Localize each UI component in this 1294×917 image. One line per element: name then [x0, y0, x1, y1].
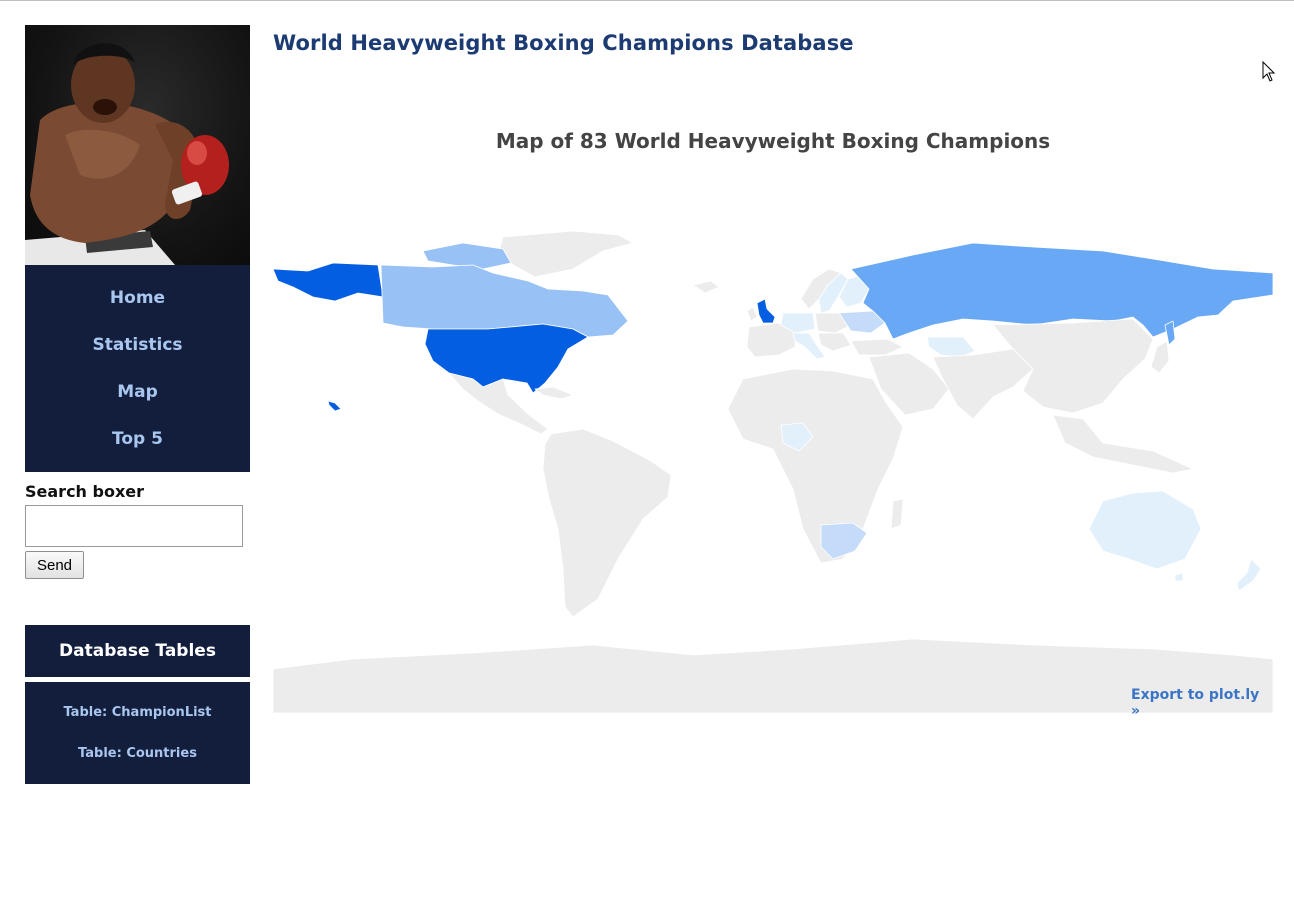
region-canada	[380, 264, 629, 338]
table-championlist-link[interactable]: Table: ChampionList	[63, 705, 212, 720]
region-canada-islands	[422, 242, 512, 270]
region-iceland	[692, 280, 720, 294]
region-madagascar	[890, 498, 904, 530]
region-sakhalin	[1164, 320, 1176, 346]
region-australia	[1088, 490, 1202, 570]
region-japan	[1150, 340, 1170, 374]
send-button[interactable]: Send	[25, 551, 84, 579]
region-central-asia	[932, 348, 1034, 420]
region-ukraine	[838, 310, 886, 334]
search-label: Search boxer	[25, 482, 145, 501]
nav-statistics[interactable]: Statistics	[92, 335, 183, 355]
database-tables-list: Table: ChampionList Table: Countries	[25, 682, 250, 784]
region-uk	[756, 298, 776, 324]
world-map[interactable]: Export to plot.ly »	[272, 229, 1274, 719]
region-middle-east	[868, 352, 950, 416]
mouse-cursor-icon	[1262, 61, 1276, 82]
export-to-plotly-link[interactable]: Export to plot.ly »	[1131, 687, 1260, 719]
region-usa	[424, 323, 589, 394]
region-balkans	[817, 332, 852, 352]
region-germany	[780, 312, 816, 334]
region-caribbean	[534, 386, 574, 400]
region-russia	[850, 242, 1274, 340]
search-boxer-input[interactable]	[25, 505, 243, 547]
main-nav: Home Statistics Map Top 5	[25, 265, 250, 472]
page-title: World Heavyweight Boxing Champions Datab…	[273, 31, 854, 55]
region-south-africa	[820, 522, 868, 560]
nav-home[interactable]: Home	[109, 288, 166, 308]
nav-map[interactable]: Map	[117, 382, 158, 402]
region-mexico	[448, 372, 549, 435]
boxer-photo	[25, 25, 250, 265]
region-hawaii	[327, 400, 342, 412]
region-nigeria	[780, 422, 814, 452]
region-new-zealand	[1236, 558, 1262, 592]
region-ireland	[746, 306, 758, 322]
region-turkey	[850, 338, 904, 356]
map-title: Map of 83 World Heavyweight Boxing Champ…	[495, 129, 1051, 153]
region-tasmania	[1174, 572, 1184, 582]
table-countries-link[interactable]: Table: Countries	[78, 746, 197, 761]
nav-top-5[interactable]: Top 5	[112, 429, 163, 449]
region-kazakhstan	[926, 336, 976, 358]
sidebar: Home Statistics Map Top 5 Search boxer S…	[25, 25, 250, 784]
world-map-svg	[272, 230, 1274, 714]
region-africa	[727, 368, 904, 564]
region-china	[992, 318, 1154, 414]
region-southeast-asia	[1052, 414, 1194, 474]
region-alaska	[272, 262, 384, 302]
region-italy	[792, 332, 826, 360]
region-greenland	[498, 230, 634, 278]
region-antarctica	[272, 638, 1274, 714]
database-tables-heading: Database Tables	[25, 625, 250, 677]
region-south-america	[542, 428, 672, 618]
